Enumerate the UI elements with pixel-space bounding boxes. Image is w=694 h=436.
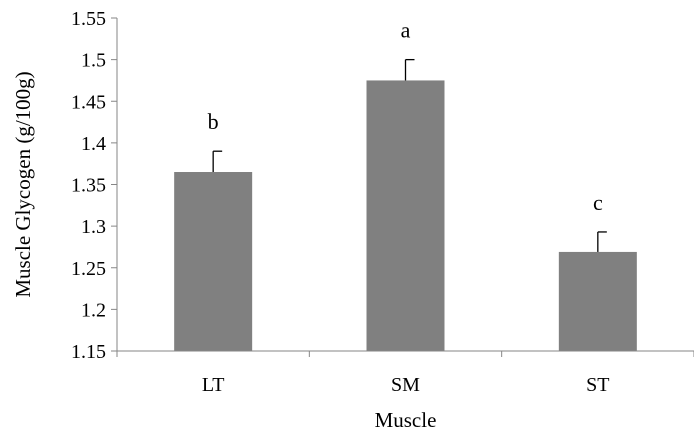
y-tick-label: 1.2 [81, 299, 106, 321]
y-tick-label: 1.55 [71, 8, 106, 30]
y-axis-ticks: 1.15 1.2 1.25 1.3 1.35 1.4 1.45 1.5 1.55 [71, 8, 117, 363]
significance-letter-ST: c [593, 190, 603, 215]
y-axis-title: Muscle Glycogen (g/100g) [11, 71, 35, 297]
bars-group [174, 80, 637, 351]
x-tick-label: LT [202, 374, 225, 396]
significance-letters-group: b a c [208, 18, 603, 215]
bar-SM [366, 80, 445, 351]
x-axis-title: Muscle [375, 408, 437, 432]
significance-letter-SM: a [401, 18, 411, 43]
error-bars-group [212, 58, 607, 252]
x-axis-ticks: LT SM ST [116, 351, 694, 396]
x-tick-label: SM [391, 374, 420, 396]
y-tick-label: 1.35 [71, 175, 106, 197]
y-tick-label: 1.45 [71, 91, 106, 113]
y-tick-label: 1.4 [81, 133, 106, 155]
significance-letter-LT: b [208, 109, 219, 134]
x-tick-label: ST [586, 374, 609, 396]
y-tick-label: 1.3 [81, 216, 106, 238]
y-tick-label: 1.15 [71, 341, 106, 363]
y-tick-label: 1.5 [81, 50, 106, 72]
bar-ST [558, 251, 637, 351]
y-tick-label: 1.25 [71, 258, 106, 280]
bar-LT [174, 172, 253, 351]
